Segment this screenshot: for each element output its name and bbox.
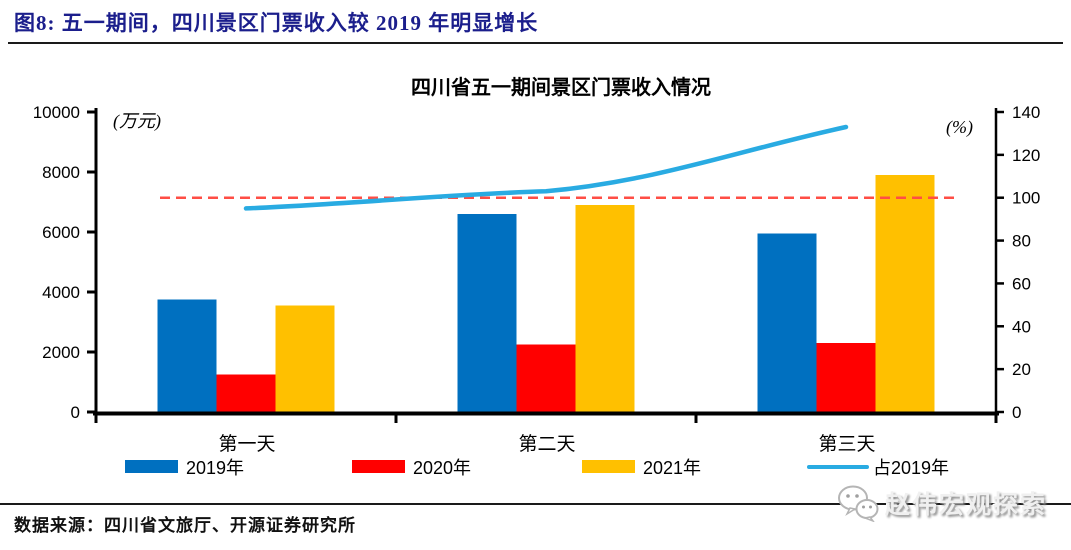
page-title: 图8: 五一期间，四川景区门票收入较 2019 年明显增长 — [14, 11, 539, 35]
legend-label-占2019年: 占2019年 — [873, 458, 949, 478]
left-axis-tick-label: 8000 — [42, 163, 80, 182]
bar-2019年-第三天 — [757, 233, 817, 412]
right-axis-tick-label: 40 — [1012, 317, 1031, 336]
data-source-note: 数据来源：四川省文旅厅、开源证券研究所 — [14, 516, 356, 535]
right-axis-tick-label: 60 — [1012, 274, 1031, 293]
left-axis-tick-label: 0 — [71, 403, 80, 422]
left-axis-unit-label: (万元) — [113, 111, 161, 132]
bar-2020年-第二天 — [516, 344, 576, 412]
left-axis-tick-label: 2000 — [42, 343, 80, 362]
right-axis-tick-label: 0 — [1012, 403, 1021, 422]
right-axis-tick-label: 120 — [1012, 146, 1040, 165]
header-divider — [8, 42, 1063, 44]
legend-swatch-2019年 — [125, 460, 178, 473]
line-占2019年 — [243, 124, 849, 211]
bar-2020年-第一天 — [216, 374, 276, 412]
bar-2021年-第二天 — [575, 205, 635, 412]
legend-swatch-2020年 — [352, 460, 405, 473]
legend-label-2021年: 2021年 — [643, 458, 701, 478]
right-axis-tick-label: 80 — [1012, 232, 1031, 251]
category-label-2: 第二天 — [518, 433, 575, 455]
left-axis-tick-label: 6000 — [42, 223, 80, 242]
bar-2019年-第一天 — [157, 299, 217, 412]
bar-2019年-第二天 — [457, 214, 517, 412]
left-axis-tick-label: 4000 — [42, 283, 80, 302]
bar-2020年-第三天 — [816, 343, 876, 412]
left-axis-tick-label: 10000 — [33, 103, 80, 122]
category-label-1: 第一天 — [218, 433, 275, 455]
footer-divider — [0, 503, 1071, 505]
legend-label-2019年: 2019年 — [186, 458, 244, 478]
watermark-text: 赵伟宏观探索 — [885, 491, 1048, 519]
wechat-icon — [838, 485, 879, 522]
chart-title: 四川省五一期间景区门票收入情况 — [411, 75, 711, 99]
right-axis-unit-label: (%) — [946, 117, 973, 138]
watermark: 赵伟宏观探索 — [836, 482, 1068, 524]
legend-label-2020年: 2020年 — [413, 458, 471, 478]
bar-2021年-第一天 — [275, 305, 335, 412]
right-axis-tick-label: 20 — [1012, 360, 1031, 379]
legend-swatch-2021年 — [582, 460, 635, 473]
right-axis-tick-label: 140 — [1012, 103, 1040, 122]
category-label-3: 第三天 — [818, 433, 875, 455]
right-axis-tick-label: 100 — [1012, 189, 1040, 208]
bar-2021年-第三天 — [875, 175, 935, 412]
